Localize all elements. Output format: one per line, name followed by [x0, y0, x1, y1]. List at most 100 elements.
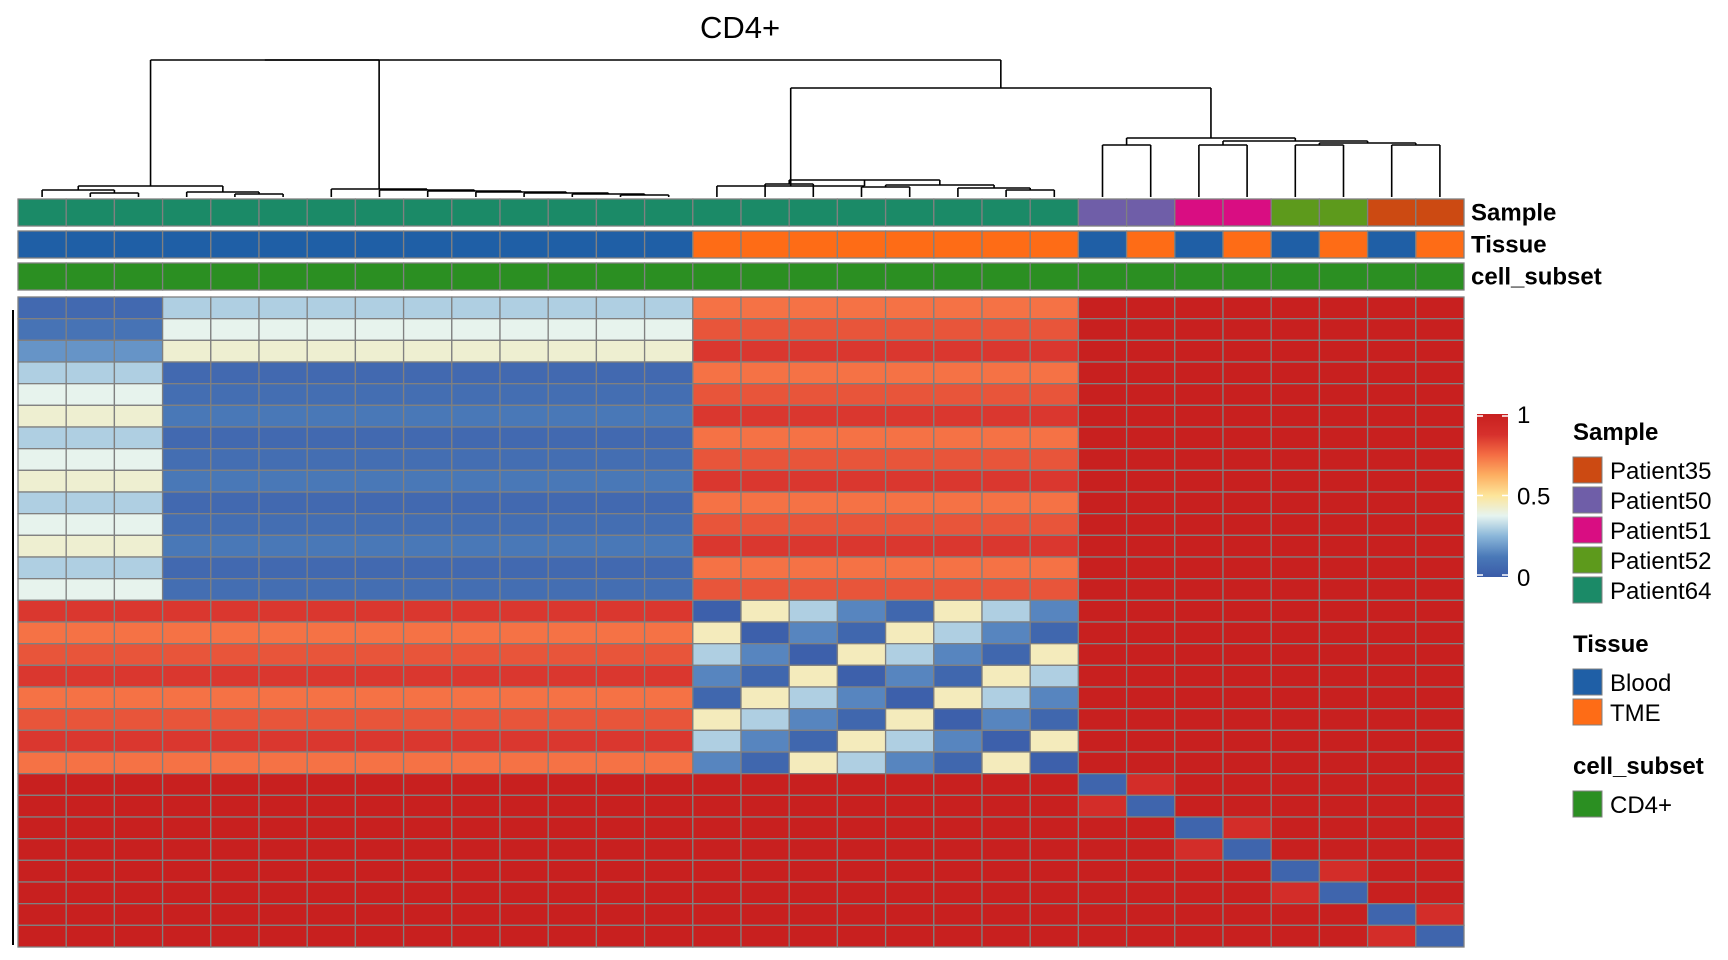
heatmap-cell	[1415, 556, 1465, 580]
heatmap-cell	[451, 816, 501, 840]
heatmap-cell	[595, 361, 646, 385]
heatmap-cell	[402, 296, 453, 320]
annotation-cell-sample	[884, 198, 935, 227]
heatmap-cell	[1174, 469, 1224, 493]
heatmap-cell	[1174, 578, 1224, 601]
heatmap-cell	[161, 426, 212, 450]
annotation-cell-sample	[65, 198, 116, 227]
heatmap-cell	[354, 534, 405, 558]
heatmap-cell	[161, 621, 212, 645]
annotation-cell-sample	[451, 198, 501, 227]
heatmap-cell	[499, 708, 549, 731]
heatmap-cell	[740, 513, 790, 536]
heatmap-cell	[1270, 924, 1321, 948]
legend-swatch	[1572, 486, 1603, 514]
heatmap-cell	[210, 599, 260, 623]
heatmap-cell	[1222, 794, 1272, 818]
heatmap-cell	[692, 339, 742, 363]
heatmap-cell	[17, 383, 67, 406]
annotation-cell-cell-subset	[354, 262, 405, 291]
heatmap-cell	[595, 491, 646, 515]
heatmap-cell	[595, 686, 646, 710]
heatmap-cell	[692, 578, 742, 601]
heatmap-cell	[354, 383, 405, 406]
heatmap-cell	[933, 773, 983, 796]
heatmap-cell	[210, 859, 260, 883]
heatmap-cell	[643, 838, 694, 861]
heatmap-cell	[161, 404, 212, 428]
heatmap-cell	[1029, 881, 1080, 905]
heatmap-cell	[1366, 773, 1417, 796]
heatmap-cell	[692, 708, 742, 731]
heatmap-cell	[692, 729, 742, 753]
heatmap-cell	[1318, 513, 1369, 536]
heatmap-cell	[113, 773, 164, 796]
annotation-cell-sample	[740, 198, 790, 227]
heatmap-cell	[65, 773, 116, 796]
heatmap-cell	[65, 686, 116, 710]
heatmap-cell	[451, 708, 501, 731]
heatmap-cell	[1029, 859, 1080, 883]
chart-title: CD4+	[700, 10, 780, 45]
heatmap-cell	[451, 556, 501, 580]
heatmap-cell	[17, 556, 67, 580]
heatmap-cell	[740, 361, 790, 385]
heatmap-cell	[258, 773, 308, 796]
heatmap-cell	[1077, 534, 1128, 558]
heatmap-cell	[451, 404, 501, 428]
heatmap-cell	[933, 556, 983, 580]
heatmap-cell	[981, 621, 1031, 645]
heatmap-cell	[1222, 859, 1272, 883]
heatmap-cell	[17, 643, 67, 666]
legend-item-label: Patient52	[1610, 548, 1711, 575]
heatmap-cell	[1366, 556, 1417, 580]
heatmap-cell	[1270, 361, 1321, 385]
heatmap-cell	[1029, 643, 1080, 666]
heatmap-cell	[1270, 426, 1321, 450]
heatmap-cell	[595, 448, 646, 471]
heatmap-cell	[1029, 426, 1080, 450]
heatmap-cell	[1029, 664, 1080, 688]
heatmap-cell	[306, 599, 357, 623]
heatmap-cell	[499, 881, 549, 905]
heatmap-cell	[451, 794, 501, 818]
annotation-label-tissue: Tissue	[1471, 232, 1547, 259]
heatmap-cell	[643, 881, 694, 905]
heatmap-cell	[1415, 621, 1465, 645]
heatmap-cell	[1366, 838, 1417, 861]
legend-swatch	[1572, 790, 1603, 818]
legend-title-sample: Sample	[1573, 419, 1658, 446]
heatmap-cell	[643, 513, 694, 536]
heatmap-cell	[1222, 838, 1272, 861]
heatmap-cell	[1077, 318, 1128, 341]
heatmap-cell	[499, 599, 549, 623]
annotation-cell-sample	[1366, 198, 1417, 227]
heatmap-cell	[499, 816, 549, 840]
heatmap-cell	[1222, 599, 1272, 623]
heatmap-cell	[836, 881, 887, 905]
heatmap-cell	[65, 534, 116, 558]
heatmap-cell	[1125, 838, 1176, 861]
heatmap-cell	[788, 643, 839, 666]
annotation-cell-sample	[1125, 198, 1176, 227]
heatmap-cell	[113, 578, 164, 601]
heatmap-cell	[933, 643, 983, 666]
heatmap-cell	[836, 599, 887, 623]
heatmap-cell	[1318, 599, 1369, 623]
heatmap-cell	[451, 664, 501, 688]
heatmap-cell	[981, 491, 1031, 515]
heatmap-cell	[354, 643, 405, 666]
annotation-cell-cell-subset	[981, 262, 1031, 291]
heatmap-cell	[1318, 296, 1369, 320]
heatmap-cell	[402, 881, 453, 905]
heatmap-cell	[354, 838, 405, 861]
annotation-cell-sample	[1318, 198, 1369, 227]
heatmap-cell	[643, 686, 694, 710]
heatmap-cell	[1029, 404, 1080, 428]
heatmap-cell	[1318, 361, 1369, 385]
heatmap-cell	[1174, 773, 1224, 796]
heatmap-cell	[1270, 491, 1321, 515]
heatmap-cell	[643, 491, 694, 515]
heatmap-cell	[1318, 664, 1369, 688]
heatmap-cell	[499, 794, 549, 818]
